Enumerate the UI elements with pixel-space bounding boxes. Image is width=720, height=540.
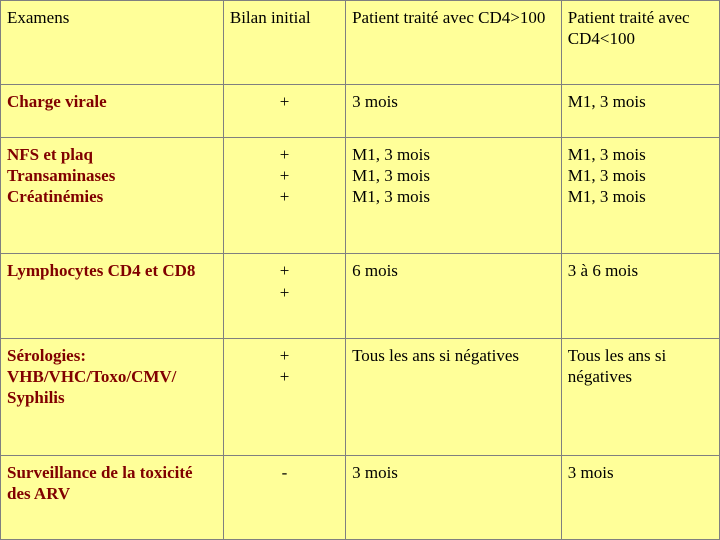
bilan-line: + <box>230 366 339 387</box>
cd4lt-value: 3 mois <box>561 455 719 539</box>
exam-label-line: Syphilis <box>7 387 217 408</box>
bilan-value: + + + <box>223 137 345 254</box>
exam-label: Surveillance de la toxicité des ARV <box>1 455 224 539</box>
bilan-line: + <box>230 345 339 366</box>
table-header-row: Examens Bilan initial Patient traité ave… <box>1 1 720 85</box>
table-container: Examens Bilan initial Patient traité ave… <box>0 0 720 540</box>
cd4lt-line: M1, 3 mois <box>568 165 713 186</box>
cd4gt-line: M1, 3 mois <box>352 165 555 186</box>
cd4lt-value: M1, 3 mois <box>561 85 719 137</box>
exam-label: NFS et plaq Transaminases Créatinémies <box>1 137 224 254</box>
cd4lt-line: M1, 3 mois <box>568 144 713 165</box>
cd4gt-value: 3 mois <box>346 455 562 539</box>
exam-label-line: Sérologies: <box>7 345 217 366</box>
bilan-line: + <box>230 186 339 207</box>
cd4gt-value: M1, 3 mois M1, 3 mois M1, 3 mois <box>346 137 562 254</box>
bilan-value: + + <box>223 254 345 338</box>
table-row: Sérologies: VHB/VHC/Toxo/CMV/ Syphilis +… <box>1 338 720 455</box>
exam-label-line: NFS et plaq <box>7 144 217 165</box>
exam-label-line: Créatinémies <box>7 186 217 207</box>
cd4gt-value: Tous les ans si négatives <box>346 338 562 455</box>
cd4gt-value: 3 mois <box>346 85 562 137</box>
bilan-value: + <box>223 85 345 137</box>
header-examens: Examens <box>1 1 224 85</box>
exam-label-line: VHB/VHC/Toxo/CMV/ <box>7 366 217 387</box>
table-row: Charge virale + 3 mois M1, 3 mois <box>1 85 720 137</box>
cd4gt-line: M1, 3 mois <box>352 186 555 207</box>
bilan-value: - <box>223 455 345 539</box>
exam-label: Lymphocytes CD4 et CD8 <box>1 254 224 338</box>
table-row: Surveillance de la toxicité des ARV - 3 … <box>1 455 720 539</box>
bilan-value: + + <box>223 338 345 455</box>
table-row: Lymphocytes CD4 et CD8 + + 6 mois 3 à 6 … <box>1 254 720 338</box>
exam-label-line: Transaminases <box>7 165 217 186</box>
bilan-line: + <box>230 144 339 165</box>
bilan-line: + <box>230 260 339 281</box>
bilan-line: + <box>230 165 339 186</box>
cd4lt-line: M1, 3 mois <box>568 186 713 207</box>
medical-followup-table: Examens Bilan initial Patient traité ave… <box>0 0 720 540</box>
exam-label: Charge virale <box>1 85 224 137</box>
exam-label: Sérologies: VHB/VHC/Toxo/CMV/ Syphilis <box>1 338 224 455</box>
cd4gt-value: 6 mois <box>346 254 562 338</box>
cd4gt-line: M1, 3 mois <box>352 144 555 165</box>
cd4lt-value: 3 à 6 mois <box>561 254 719 338</box>
bilan-line: + <box>230 282 339 303</box>
cd4lt-value: Tous les ans si négatives <box>561 338 719 455</box>
header-cd4-lt-100: Patient traité avec CD4<100 <box>561 1 719 85</box>
table-row: NFS et plaq Transaminases Créatinémies +… <box>1 137 720 254</box>
cd4lt-value: M1, 3 mois M1, 3 mois M1, 3 mois <box>561 137 719 254</box>
header-bilan-initial: Bilan initial <box>223 1 345 85</box>
header-cd4-gt-100: Patient traité avec CD4>100 <box>346 1 562 85</box>
